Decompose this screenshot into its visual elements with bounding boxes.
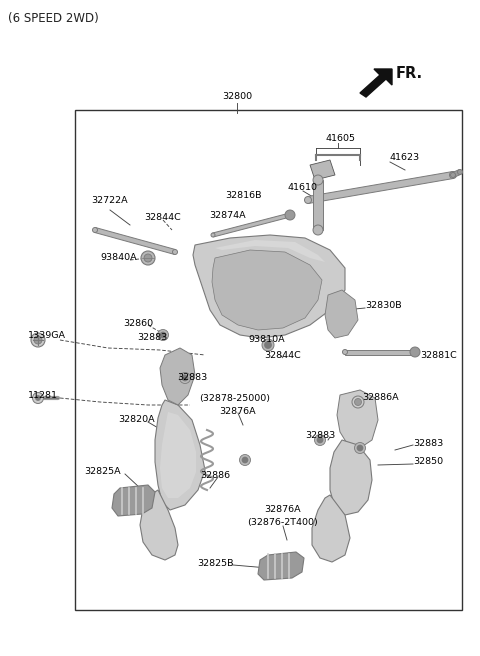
Polygon shape: [337, 390, 378, 448]
Text: 32825B: 32825B: [197, 558, 233, 567]
Text: 32883: 32883: [305, 430, 335, 440]
Text: 32876A: 32876A: [264, 506, 301, 514]
Text: 32844C: 32844C: [264, 350, 301, 359]
Text: 32722A: 32722A: [92, 196, 128, 205]
Text: 1339GA: 1339GA: [28, 331, 66, 340]
Circle shape: [160, 332, 166, 338]
Circle shape: [157, 329, 168, 340]
Text: 41610: 41610: [288, 184, 318, 192]
Circle shape: [317, 437, 323, 443]
Polygon shape: [313, 180, 323, 230]
Circle shape: [242, 457, 248, 463]
Polygon shape: [160, 348, 195, 405]
Text: 32816B: 32816B: [225, 191, 261, 200]
Circle shape: [313, 225, 323, 235]
Circle shape: [182, 375, 188, 381]
Polygon shape: [452, 170, 461, 177]
Polygon shape: [140, 490, 178, 560]
Circle shape: [264, 342, 272, 348]
Bar: [75, 110, 462, 610]
Polygon shape: [213, 213, 290, 237]
Polygon shape: [330, 440, 372, 515]
Text: 32883: 32883: [177, 373, 207, 382]
Circle shape: [262, 339, 274, 351]
Text: FR.: FR.: [396, 66, 423, 81]
Text: 32883: 32883: [413, 438, 443, 447]
Text: 32881C: 32881C: [420, 350, 457, 359]
Circle shape: [457, 169, 463, 174]
Polygon shape: [312, 495, 350, 562]
Circle shape: [288, 213, 292, 217]
Text: 32830B: 32830B: [365, 300, 402, 310]
Circle shape: [141, 251, 155, 265]
Circle shape: [313, 175, 323, 185]
Polygon shape: [160, 412, 196, 498]
Text: 32860: 32860: [123, 319, 153, 327]
Text: 93810A: 93810A: [249, 335, 285, 344]
Text: 11281: 11281: [28, 390, 58, 400]
Text: 93840A: 93840A: [100, 253, 137, 262]
Circle shape: [93, 228, 97, 232]
Polygon shape: [360, 69, 392, 97]
Text: (32876-2T400): (32876-2T400): [248, 518, 318, 527]
Circle shape: [144, 254, 152, 262]
Polygon shape: [310, 160, 335, 180]
Polygon shape: [325, 290, 358, 338]
Text: 41605: 41605: [325, 134, 355, 143]
Circle shape: [355, 398, 361, 405]
Circle shape: [172, 249, 178, 255]
Text: 32800: 32800: [222, 92, 252, 101]
Text: 32844C: 32844C: [144, 213, 181, 222]
Polygon shape: [307, 172, 454, 203]
Circle shape: [36, 396, 40, 401]
Polygon shape: [212, 250, 322, 330]
Polygon shape: [345, 350, 415, 354]
Text: 32820A: 32820A: [118, 415, 155, 424]
Polygon shape: [155, 400, 205, 510]
Text: (32878-25000): (32878-25000): [200, 394, 271, 403]
Circle shape: [180, 373, 191, 384]
Circle shape: [285, 210, 295, 220]
Circle shape: [410, 347, 420, 357]
Text: 32850: 32850: [413, 457, 443, 466]
Circle shape: [304, 197, 312, 203]
Polygon shape: [258, 552, 304, 580]
Circle shape: [33, 392, 44, 403]
Text: 41623: 41623: [390, 154, 420, 163]
Circle shape: [355, 443, 365, 453]
Circle shape: [451, 173, 456, 178]
Polygon shape: [95, 228, 176, 255]
Circle shape: [314, 434, 325, 445]
Circle shape: [240, 455, 251, 466]
Text: 32886: 32886: [200, 470, 230, 480]
Text: 32825A: 32825A: [84, 468, 121, 476]
Circle shape: [412, 350, 418, 354]
Circle shape: [352, 396, 364, 408]
Polygon shape: [112, 485, 155, 516]
Circle shape: [449, 171, 456, 178]
Text: (6 SPEED 2WD): (6 SPEED 2WD): [8, 12, 99, 25]
Polygon shape: [193, 235, 345, 338]
Text: 32874A: 32874A: [210, 211, 246, 220]
Circle shape: [211, 233, 215, 237]
Text: 32886A: 32886A: [362, 394, 398, 403]
Circle shape: [357, 445, 363, 451]
Circle shape: [34, 336, 42, 344]
Polygon shape: [215, 240, 325, 262]
Circle shape: [31, 333, 45, 347]
Circle shape: [343, 350, 348, 354]
Text: 32876A: 32876A: [220, 407, 256, 415]
Text: 32883: 32883: [137, 333, 167, 342]
